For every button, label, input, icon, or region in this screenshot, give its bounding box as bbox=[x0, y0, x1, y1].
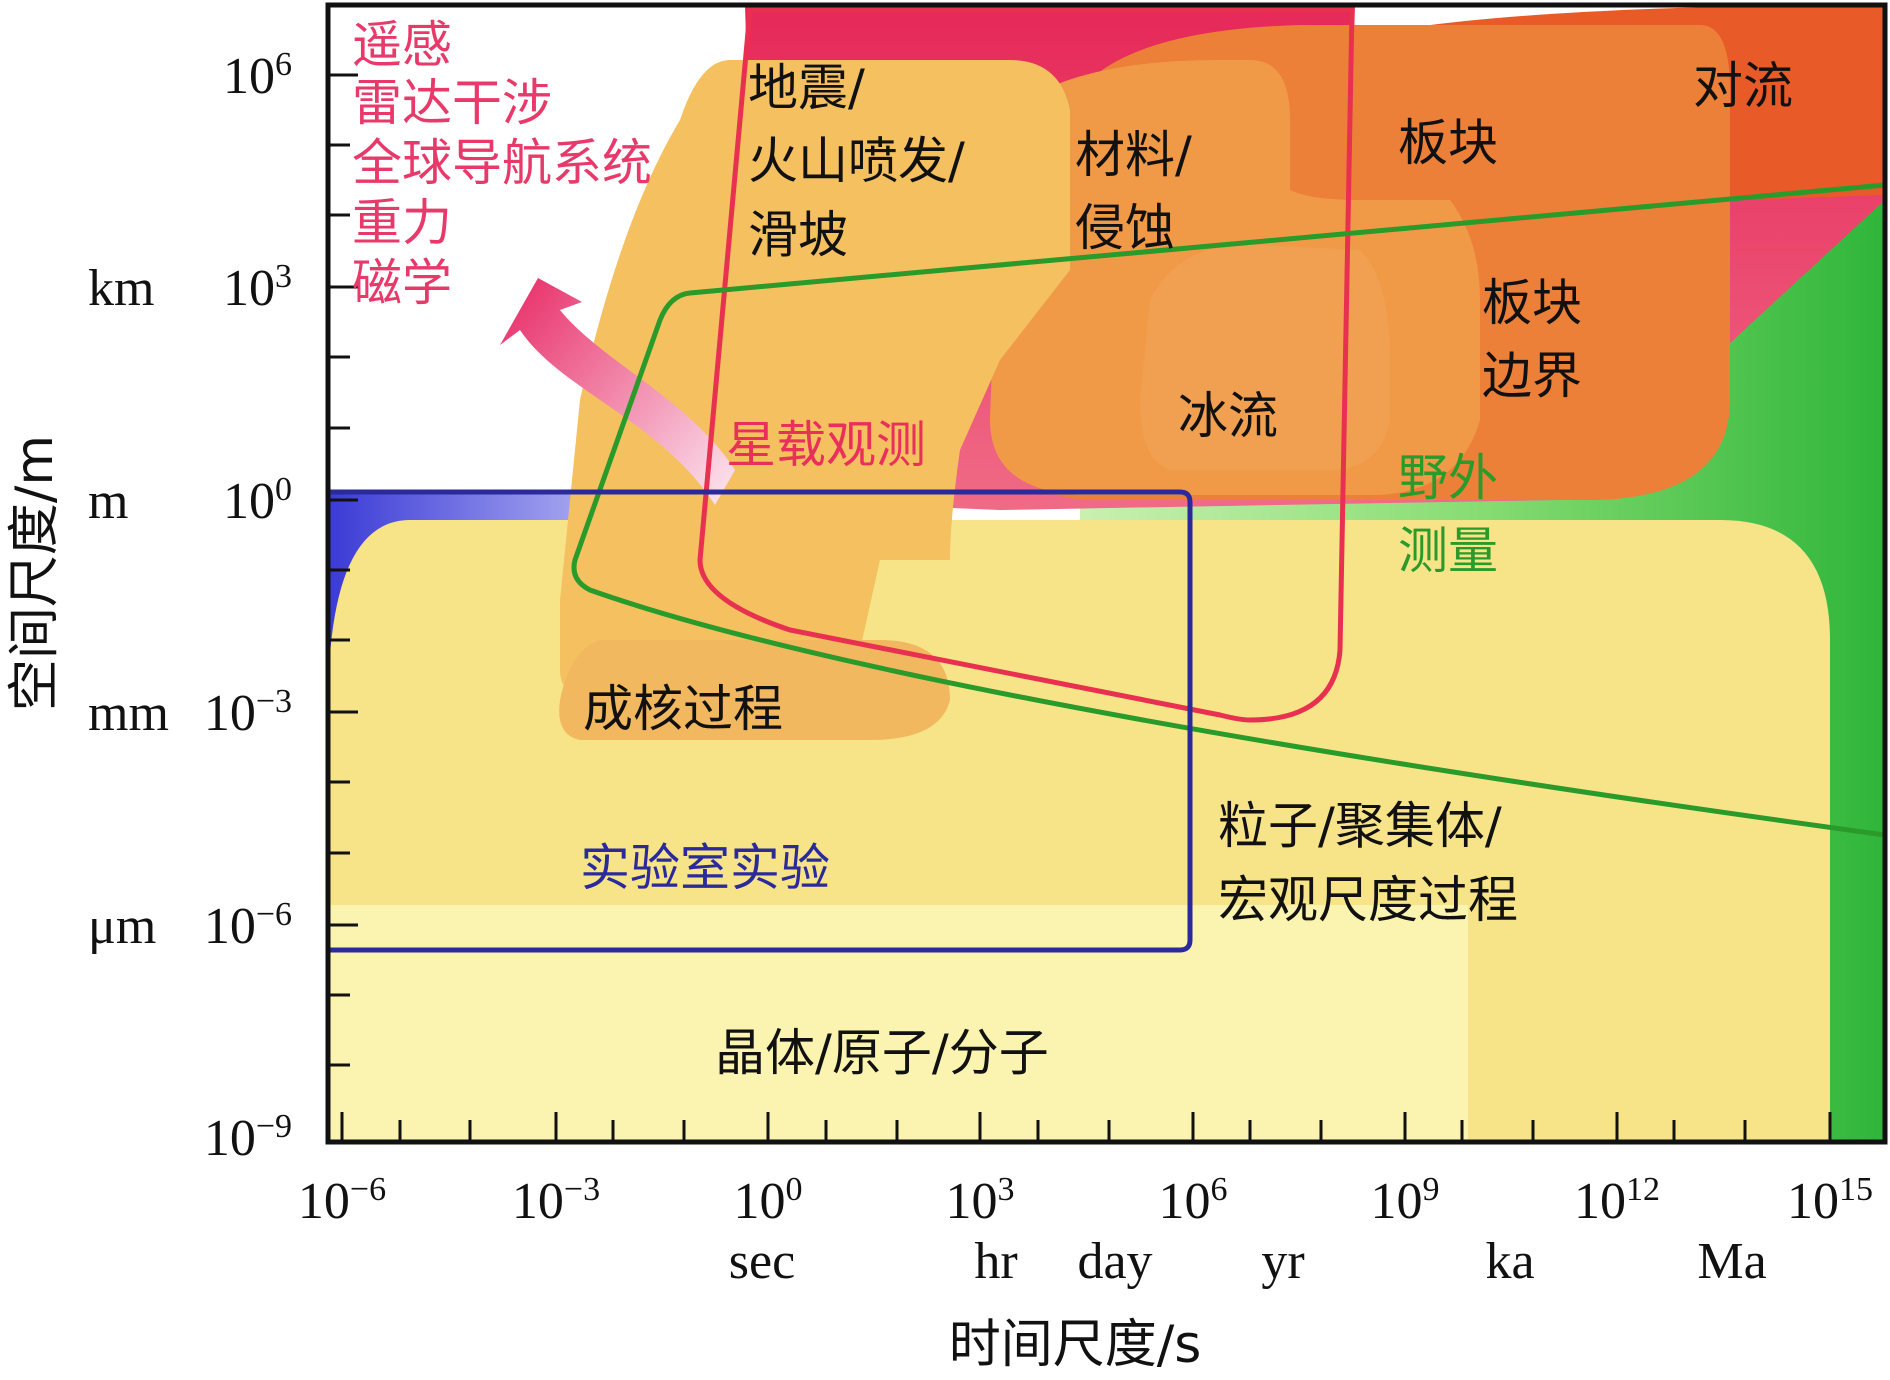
remote-sensing-arrow-icon bbox=[500, 278, 735, 505]
y-tick-label: 106 bbox=[223, 46, 292, 106]
svg-text:雷达干涉: 雷达干涉 bbox=[352, 74, 552, 132]
nucleation-label: 成核过程 bbox=[583, 680, 783, 738]
y-tick-label: 10−6 bbox=[204, 896, 292, 956]
plot-frame bbox=[325, 2, 1888, 1145]
y-unit-label: m bbox=[88, 473, 128, 530]
crystal-region-fill bbox=[328, 905, 1468, 1142]
svg-text:全球导航系统: 全球导航系统 bbox=[352, 134, 652, 192]
y-axis-title: 空间尺度/m bbox=[5, 435, 65, 711]
svg-text:侵蚀: 侵蚀 bbox=[1075, 199, 1175, 257]
plate-boundary-label: 板块 边界 bbox=[1482, 274, 1582, 405]
y-axis-ticks bbox=[328, 73, 358, 1067]
x-axis-ticks bbox=[340, 1112, 1832, 1142]
svg-text:宏观尺度过程: 宏观尺度过程 bbox=[1218, 871, 1518, 929]
ice-flow-region-fill bbox=[1140, 244, 1390, 470]
earthquake-label: 地震/ 火山喷发/ 滑坡 bbox=[748, 59, 965, 264]
x-tick-label: 103 bbox=[946, 1171, 1015, 1231]
svg-text:地震/: 地震/ bbox=[748, 59, 865, 117]
svg-text:粒子/聚集体/: 粒子/聚集体/ bbox=[1218, 797, 1502, 855]
y-unit-label: μm bbox=[88, 898, 156, 955]
x-tick-label: 1015 bbox=[1787, 1171, 1873, 1231]
svg-text:磁学: 磁学 bbox=[352, 254, 452, 312]
plot-area bbox=[328, 5, 1885, 1142]
y-unit-label: km bbox=[88, 260, 154, 317]
svg-text:材料/: 材料/ bbox=[1075, 126, 1192, 184]
crystals-label: 晶体/原子/分子 bbox=[715, 1024, 1049, 1082]
lab-boundary bbox=[328, 489, 1193, 953]
x-tick-labels: 10−6 10−3 100 103 106 109 1012 1015 sec … bbox=[298, 1171, 1873, 1291]
x-unit-label: yr bbox=[1261, 1233, 1304, 1290]
particles-label: 粒子/聚集体/ 宏观尺度过程 bbox=[1218, 797, 1518, 929]
nucleation-region-fill bbox=[559, 640, 950, 740]
x-unit-label: day bbox=[1077, 1233, 1152, 1290]
satellite-label: 星载观测 bbox=[726, 416, 926, 474]
earthquake-region-fill bbox=[560, 60, 1070, 700]
svg-text:板块: 板块 bbox=[1482, 274, 1582, 332]
y-tick-label: 100 bbox=[223, 471, 292, 531]
x-unit-label: Ma bbox=[1697, 1233, 1766, 1290]
materials-erosion-label: 材料/ 侵蚀 bbox=[1075, 126, 1192, 257]
svg-text:重力: 重力 bbox=[352, 194, 452, 252]
x-tick-label: 109 bbox=[1371, 1171, 1440, 1231]
svg-text:遥感: 遥感 bbox=[352, 16, 452, 74]
y-unit-label: mm bbox=[88, 685, 169, 742]
lab-label: 实验室实验 bbox=[580, 839, 830, 897]
x-axis-title: 时间尺度/s bbox=[949, 1315, 1202, 1375]
satellite-boundary bbox=[697, 7, 1355, 723]
remote-sensing-label: 遥感 雷达干涉 全球导航系统 重力 磁学 bbox=[352, 16, 652, 312]
y-tick-label: 10−9 bbox=[204, 1108, 292, 1168]
x-tick-label: 106 bbox=[1159, 1171, 1228, 1231]
plates-label: 板块 bbox=[1398, 114, 1498, 172]
y-tick-labels: 106 103 100 10−3 10−6 10−9 km m mm μm bbox=[88, 46, 292, 1168]
x-unit-label: hr bbox=[974, 1233, 1017, 1290]
y-tick-label: 10−3 bbox=[204, 683, 292, 743]
field-label: 野外 测量 bbox=[1398, 449, 1498, 580]
svg-text:边界: 边界 bbox=[1482, 347, 1582, 405]
x-unit-label: sec bbox=[729, 1233, 795, 1290]
convection-label: 对流 bbox=[1693, 57, 1793, 115]
x-tick-label: 1012 bbox=[1574, 1171, 1660, 1231]
x-tick-label: 10−6 bbox=[298, 1171, 386, 1231]
svg-text:火山喷发/: 火山喷发/ bbox=[748, 132, 965, 190]
x-tick-label: 10−3 bbox=[512, 1171, 600, 1231]
svg-text:测量: 测量 bbox=[1398, 522, 1498, 580]
svg-text:滑坡: 滑坡 bbox=[748, 206, 848, 264]
y-tick-label: 103 bbox=[223, 258, 292, 318]
x-unit-label: ka bbox=[1485, 1233, 1534, 1290]
x-tick-label: 100 bbox=[734, 1171, 803, 1231]
ice-flow-label: 冰流 bbox=[1178, 387, 1278, 445]
field-boundary bbox=[571, 182, 1886, 838]
svg-text:野外: 野外 bbox=[1398, 449, 1498, 507]
